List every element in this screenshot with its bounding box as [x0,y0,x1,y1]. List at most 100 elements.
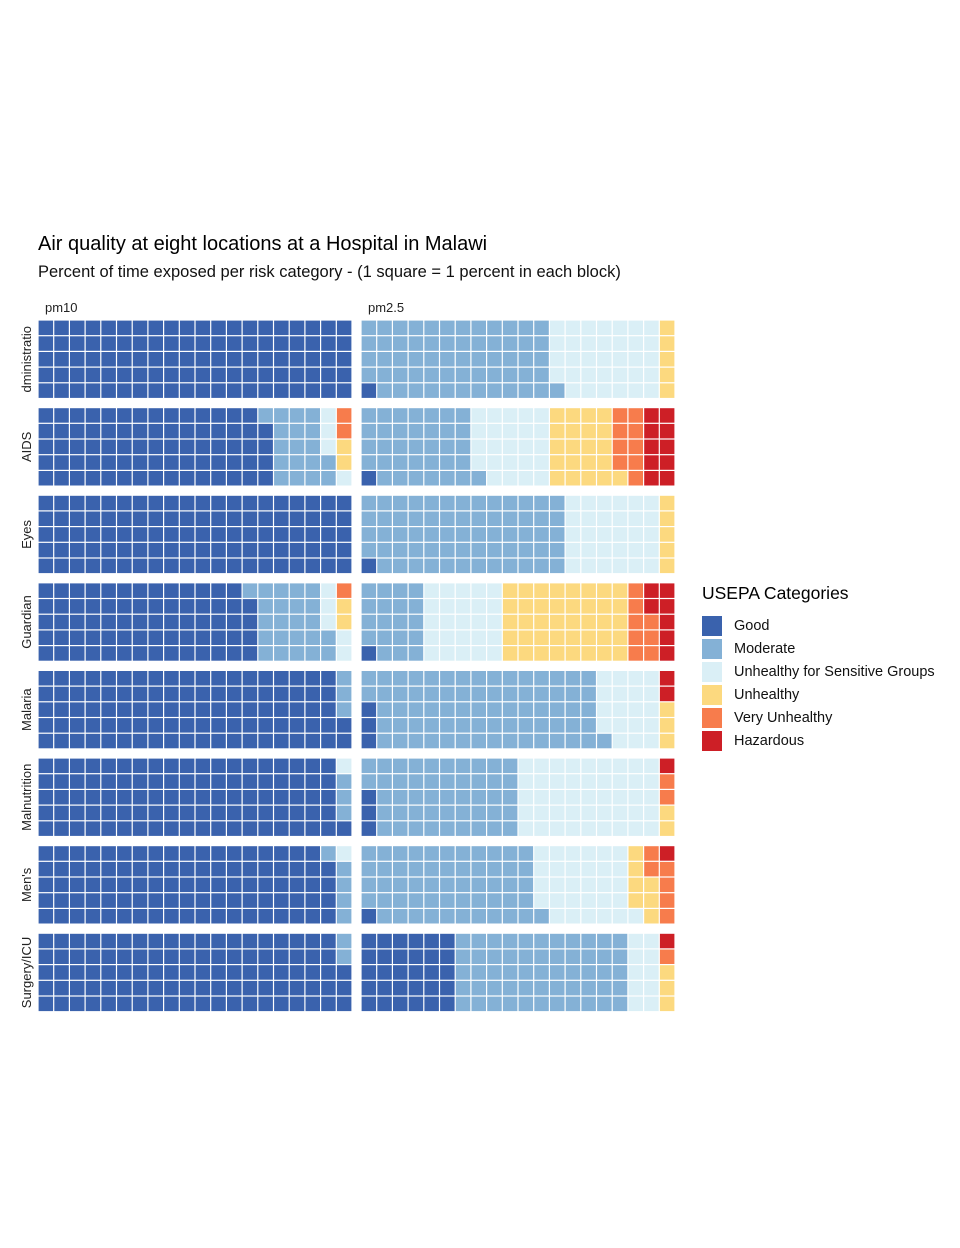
waffle-cell [455,336,471,351]
waffle-cell [377,511,392,526]
waffle-cell [85,583,101,598]
waffle-cell [518,408,534,423]
waffle-cell [534,646,549,661]
waffle-cell [518,671,534,686]
waffle-cell [179,455,195,470]
waffle-cell [336,774,352,789]
waffle-cell [534,336,549,351]
waffle-cell [85,455,101,470]
waffle-cell [101,909,116,924]
waffle-cell [565,336,581,351]
waffle-cell [581,542,596,558]
waffle-cell [597,846,612,861]
waffle-cell [408,821,424,836]
waffle-cell [534,846,549,861]
waffle-cell [377,861,392,877]
waffle-cell [85,758,101,774]
waffle-cell [211,336,226,351]
waffle-cell [179,909,195,924]
waffle-cell [408,511,424,526]
waffle-cell [336,630,352,645]
waffle-cell [597,455,612,470]
waffle-cell [101,949,116,964]
waffle-cell [54,909,69,924]
waffle-cell [132,527,148,542]
waffle-cell [518,599,534,614]
waffle-cell [195,909,211,924]
waffle-cell [227,614,242,630]
waffle-cell [440,599,455,614]
waffle-cell [164,996,179,1012]
waffle-cell [132,439,148,455]
waffle-cell [321,805,336,821]
waffle-cell [274,909,289,924]
waffle-cell [117,686,132,702]
waffle-cell [101,352,116,367]
waffle-cell [455,599,471,614]
waffle-cell [408,367,424,383]
waffle-cell [336,367,352,383]
waffle-cell [424,583,439,598]
waffle-block-pm10-guardian [38,583,352,661]
waffle-cell [242,758,258,774]
waffle-cell [628,352,643,367]
waffle-cell [361,861,377,877]
waffle-cell [455,320,471,336]
waffle-cell [164,861,179,877]
waffle-cell [211,671,226,686]
waffle-cell [148,439,163,455]
waffle-cell [132,614,148,630]
waffle-cell [101,877,116,893]
waffle-cell [597,495,612,511]
waffle-cell [455,758,471,774]
waffle-cell [644,909,659,924]
waffle-cell [471,821,486,836]
waffle-cell [195,758,211,774]
waffle-cell [258,542,273,558]
waffle-cell [534,774,549,789]
waffle-cell [242,893,258,908]
waffle-cell [565,893,581,908]
waffle-cell [321,893,336,908]
waffle-cell [659,861,675,877]
waffle-cell [502,861,518,877]
waffle-cell [179,790,195,805]
waffle-cell [581,367,596,383]
waffle-cell [54,599,69,614]
waffle-cell [211,909,226,924]
waffle-cell [550,383,565,398]
waffle-cell [581,511,596,526]
waffle-cell [455,996,471,1012]
waffle-cell [597,558,612,574]
waffle-cell [550,702,565,717]
waffle-cell [550,336,565,351]
waffle-cell [70,630,85,645]
waffle-cell [597,718,612,733]
waffle-cell [148,408,163,423]
waffle-cell [361,790,377,805]
waffle-cell [132,336,148,351]
waffle-cell [148,455,163,470]
waffle-cell [440,718,455,733]
waffle-cell [101,439,116,455]
waffle-cell [305,758,320,774]
waffle-cell [534,893,549,908]
waffle-cell [581,320,596,336]
waffle-cell [227,846,242,861]
legend-item-good: Good [702,614,935,637]
waffle-cell [336,471,352,486]
waffle-cell [440,614,455,630]
waffle-cell [408,423,424,439]
waffle-cell [258,671,273,686]
waffle-cell [132,383,148,398]
waffle-cell [242,733,258,749]
waffle-cell [487,805,502,821]
waffle-cell [211,861,226,877]
waffle-cell [518,980,534,996]
waffle-cell [101,423,116,439]
waffle-cell [565,558,581,574]
waffle-cell [336,702,352,717]
waffle-cell [644,980,659,996]
waffle-cell [274,423,289,439]
waffle-cell [321,630,336,645]
